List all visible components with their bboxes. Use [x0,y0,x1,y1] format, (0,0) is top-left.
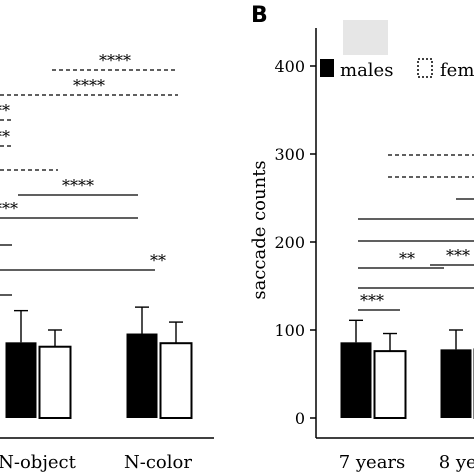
a-sig-label-0: **** [99,51,131,70]
legend-placeholder-box [343,20,388,55]
b-bar-females-0 [373,350,407,419]
b-ytick-label-1: 100 [274,321,305,340]
b-ytick-label-2: 200 [274,233,305,252]
b-category-label-1: 8 years [439,452,474,473]
a-sig-label-3: ** [0,127,10,146]
a-sig-label-2: ** [0,101,10,120]
a-bar-females-0 [38,345,72,419]
b-category-label-0: 7 years [339,452,406,473]
legend-male-label: males [340,60,393,81]
b-ytick-label-3: 300 [274,145,305,164]
a-bar-males-0 [5,342,37,418]
legend-female-label: fem [440,60,474,81]
a-sig-label-5: **** [62,176,94,195]
b-bar-males-0 [340,342,372,418]
a-category-label-1: N-color [124,452,192,473]
b-ytick-label-0: 0 [295,409,305,428]
a-bar-males-1 [126,333,158,418]
a-sig-label-6: **** [0,199,18,218]
a-sig-label-8: ** [150,251,166,270]
panel-b: B saccade counts males fem 0 100 200 300 400… [249,3,474,473]
b-sig-label-5: *** [360,291,384,310]
b-bar-males-1 [440,349,472,418]
legend-male-swatch [320,59,334,77]
panel-b-label: B [251,3,268,28]
a-bar-females-1 [159,342,193,420]
panel-b-y-axis-label: saccade counts [249,160,270,299]
b-sig-label-8: *** [446,246,470,265]
a-sig-label-1: **** [73,76,105,95]
b-ytick-label-4: 400 [274,57,305,76]
b-sig-label-7: ** [399,249,415,268]
legend-female-swatch [417,58,433,78]
a-category-label-0: N-object [0,452,77,473]
